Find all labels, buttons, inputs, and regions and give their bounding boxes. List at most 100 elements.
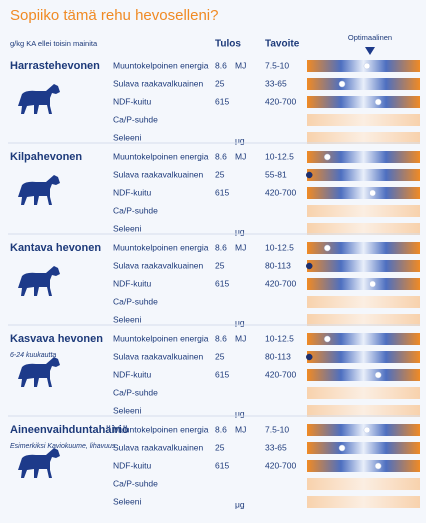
- horse-icon: [18, 175, 60, 205]
- gauge-marker: [324, 153, 331, 161]
- gauge-marker: [324, 244, 331, 252]
- unit: μg: [235, 226, 245, 236]
- gauge: [307, 278, 420, 290]
- row-label: Muuntokelpoinen energia: [113, 60, 209, 70]
- target: 420-700: [265, 369, 296, 379]
- gauge: [307, 405, 420, 417]
- unit: MJ: [235, 333, 246, 343]
- row-label: NDF-kuitu: [113, 369, 152, 379]
- col-result: Tulos: [215, 39, 241, 50]
- unit: μg: [235, 135, 245, 145]
- gauge-marker: [338, 80, 346, 88]
- target: 420-700: [265, 187, 296, 197]
- row-label: Ca/P-suhde: [113, 205, 158, 215]
- gauge-marker: [369, 189, 376, 197]
- row-label: Sulava raakavalkuainen: [113, 78, 204, 88]
- gauge: [307, 132, 420, 144]
- row-label: Muuntokelpoinen energia: [113, 333, 209, 343]
- gauge: [307, 442, 420, 454]
- horse-icon: [18, 84, 60, 114]
- target: 33-65: [265, 442, 287, 452]
- row-label: NDF-kuitu: [113, 96, 152, 106]
- section-name: Kantava hevonen: [10, 242, 101, 254]
- col-target: Tavoite: [265, 39, 300, 50]
- result: 8.6: [215, 60, 227, 70]
- gauge: [307, 169, 420, 181]
- section-subtitle: 6-24 kuukautta: [10, 352, 56, 359]
- gauge-marker: [306, 262, 313, 270]
- horse-icon: [18, 448, 60, 478]
- gauge-marker: [363, 62, 371, 70]
- row-label: Muuntokelpoinen energia: [113, 242, 209, 252]
- row-label: Ca/P-suhde: [113, 296, 158, 306]
- result: 615: [215, 369, 229, 379]
- section-name: Kasvava hevonen: [10, 333, 103, 345]
- unit: MJ: [235, 424, 246, 434]
- section-subtitle: Esimerkiksi Kaviokuume, lihavuus: [10, 443, 116, 450]
- gauge: [307, 387, 420, 399]
- title: Sopiiko tämä rehu hevoselleni?: [10, 7, 218, 24]
- gauge: [307, 151, 420, 163]
- target: 80-113: [265, 351, 291, 361]
- target: 33-65: [265, 78, 287, 88]
- gauge: [307, 314, 420, 326]
- row-label: Sulava raakavalkuainen: [113, 442, 204, 452]
- section-name: Aineenvaihduntahäiriö: [10, 424, 129, 436]
- target: 10-12.5: [265, 151, 294, 161]
- gauge: [307, 60, 420, 72]
- target: 55-81: [265, 169, 287, 179]
- section-name: Kilpahevonen: [10, 151, 82, 163]
- target: 7.5-10: [265, 60, 289, 70]
- gauge: [307, 496, 420, 508]
- target: 7.5-10: [265, 424, 289, 434]
- gauge-marker: [374, 98, 382, 106]
- gauge-marker: [374, 371, 382, 379]
- gauge: [307, 223, 420, 235]
- target: 420-700: [265, 278, 296, 288]
- row-label: Seleeni: [113, 496, 141, 506]
- row-label: Ca/P-suhde: [113, 114, 158, 124]
- row-label: Seleeni: [113, 223, 141, 233]
- gauge-marker: [306, 171, 313, 179]
- unit: MJ: [235, 60, 246, 70]
- row-label: Sulava raakavalkuainen: [113, 169, 204, 179]
- row-label: Ca/P-suhde: [113, 478, 158, 488]
- unit: μg: [235, 499, 245, 509]
- row-label: Muuntokelpoinen energia: [113, 424, 209, 434]
- row-label: Sulava raakavalkuainen: [113, 351, 204, 361]
- units-note: g/kg KA ellei toisin mainita: [10, 39, 98, 48]
- unit: MJ: [235, 242, 246, 252]
- gauge-marker: [324, 335, 331, 343]
- unit: MJ: [235, 151, 246, 161]
- result: 615: [215, 96, 229, 106]
- result: 25: [215, 442, 225, 452]
- result: 25: [215, 260, 225, 270]
- result: 25: [215, 78, 225, 88]
- target: 10-12.5: [265, 242, 294, 252]
- row-label: Muuntokelpoinen energia: [113, 151, 209, 161]
- row-label: NDF-kuitu: [113, 278, 152, 288]
- section-name: Harrastehevonen: [10, 60, 100, 72]
- optimal-arrow: [365, 47, 375, 55]
- gauge: [307, 114, 420, 126]
- gauge: [307, 296, 420, 308]
- gauge: [307, 260, 420, 272]
- unit: μg: [235, 408, 245, 418]
- result: 8.6: [215, 333, 227, 343]
- gauge: [307, 333, 420, 345]
- result: 8.6: [215, 242, 227, 252]
- row-label: Seleeni: [113, 132, 141, 142]
- result: 615: [215, 187, 229, 197]
- result: 615: [215, 278, 229, 288]
- row-label: NDF-kuitu: [113, 460, 152, 470]
- gauge: [307, 96, 420, 108]
- horse-icon: [18, 266, 60, 296]
- gauge-marker: [338, 444, 346, 452]
- gauge-marker: [363, 426, 371, 434]
- result: 8.6: [215, 424, 227, 434]
- gauge: [307, 424, 420, 436]
- gauge-marker: [306, 353, 313, 361]
- target: 80-113: [265, 260, 291, 270]
- gauge: [307, 351, 420, 363]
